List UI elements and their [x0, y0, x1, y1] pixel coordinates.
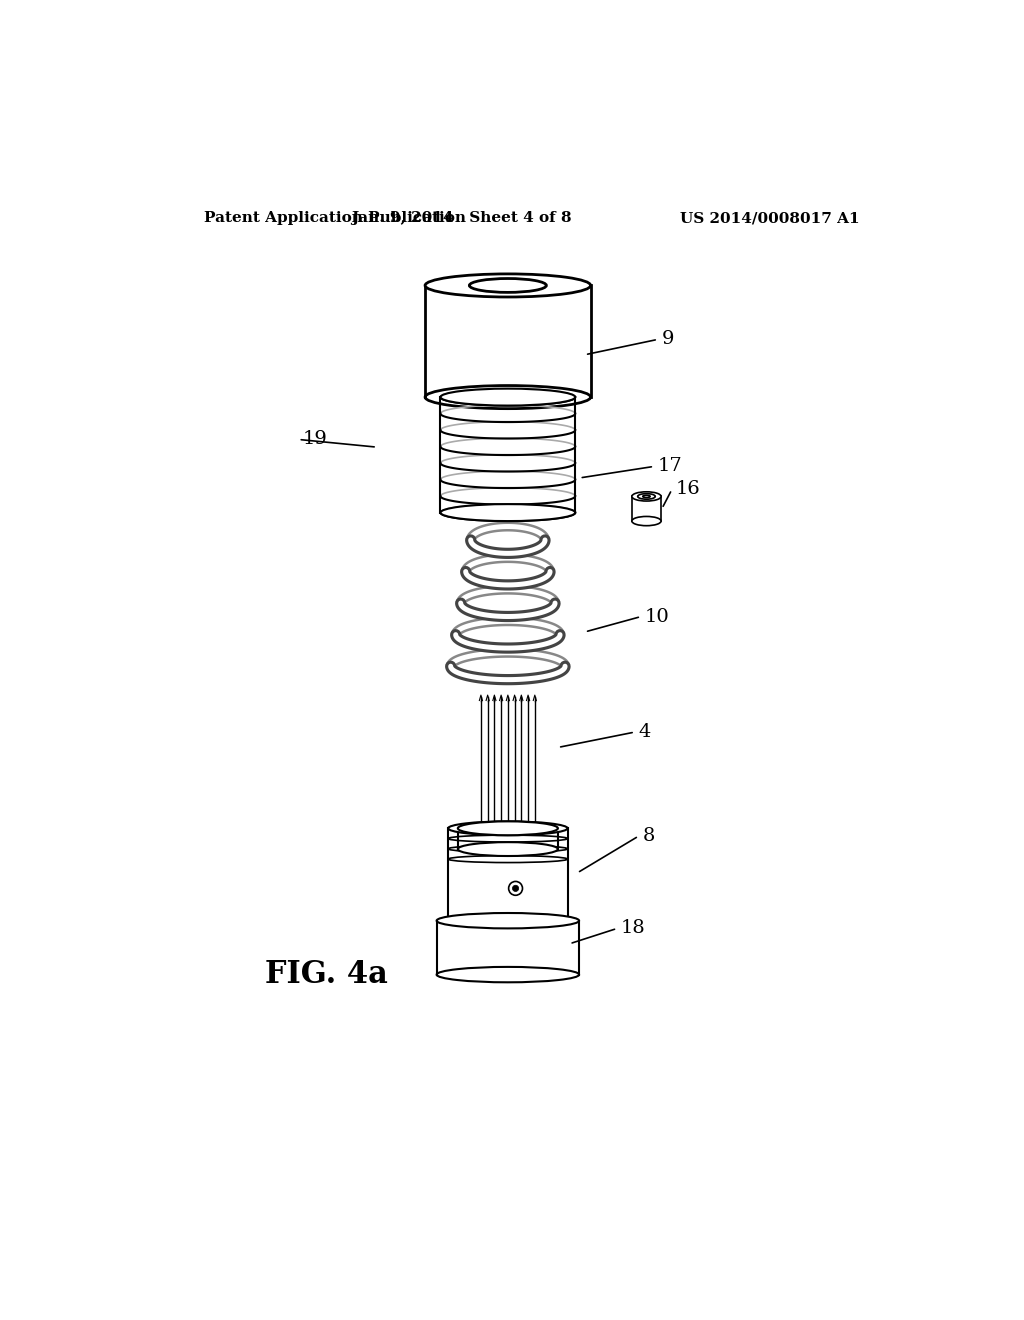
Circle shape	[512, 886, 519, 891]
Ellipse shape	[436, 966, 580, 982]
Text: Jan. 9, 2014   Sheet 4 of 8: Jan. 9, 2014 Sheet 4 of 8	[351, 211, 572, 226]
Circle shape	[509, 882, 522, 895]
Polygon shape	[440, 397, 575, 512]
Ellipse shape	[436, 913, 580, 928]
Ellipse shape	[425, 275, 591, 297]
Text: 4: 4	[639, 723, 651, 741]
Text: 8: 8	[643, 828, 655, 845]
Ellipse shape	[632, 492, 662, 502]
Polygon shape	[436, 921, 580, 974]
Polygon shape	[425, 285, 591, 397]
Polygon shape	[449, 829, 567, 921]
Ellipse shape	[638, 494, 655, 499]
Ellipse shape	[632, 516, 662, 525]
Ellipse shape	[449, 821, 567, 836]
Text: Patent Application Publication: Patent Application Publication	[204, 211, 466, 226]
Ellipse shape	[469, 279, 547, 293]
Ellipse shape	[425, 385, 591, 409]
Text: 18: 18	[621, 920, 646, 937]
Text: 19: 19	[302, 430, 327, 449]
Ellipse shape	[440, 388, 575, 405]
Ellipse shape	[458, 842, 558, 857]
Polygon shape	[632, 496, 662, 521]
Text: 10: 10	[645, 607, 670, 626]
Ellipse shape	[643, 495, 650, 498]
Text: 9: 9	[662, 330, 675, 348]
Ellipse shape	[458, 821, 558, 836]
Ellipse shape	[440, 504, 575, 521]
Polygon shape	[458, 829, 558, 849]
Text: 17: 17	[658, 458, 683, 475]
Text: 16: 16	[676, 480, 700, 499]
Text: FIG. 4a: FIG. 4a	[265, 960, 388, 990]
Text: US 2014/0008017 A1: US 2014/0008017 A1	[680, 211, 859, 226]
Ellipse shape	[449, 913, 567, 928]
